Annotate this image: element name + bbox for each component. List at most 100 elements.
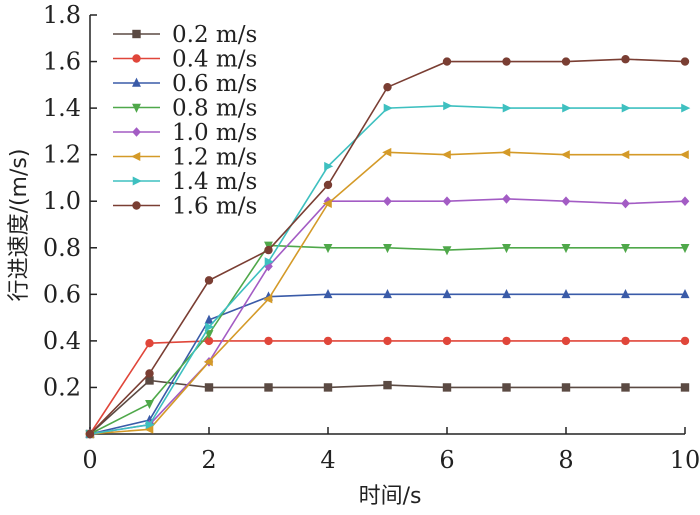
data-point: [680, 243, 690, 254]
legend-item: 0.2 m/s: [113, 22, 257, 48]
data-point: [323, 383, 333, 392]
series-7: [85, 55, 690, 439]
data-point: [85, 429, 95, 439]
y-tick-label: 1.8: [43, 1, 81, 29]
series-0: [85, 376, 690, 439]
y-tick-label: 1.6: [43, 48, 81, 76]
data-point: [621, 55, 630, 64]
y-tick-label: 1.4: [43, 94, 81, 122]
data-point: [203, 357, 213, 367]
data-point: [561, 289, 571, 299]
legend-item: 1.6 m/s: [113, 194, 257, 220]
data-point: [264, 336, 273, 346]
data-point: [323, 180, 333, 190]
data-point: [204, 276, 214, 285]
data-point: [323, 289, 333, 299]
series-line: [89, 293, 685, 435]
data-point: [442, 383, 452, 392]
legend-label: 0.4 m/s: [172, 47, 257, 73]
y-ticks: 0.2 0.4 0.6 0.8 1.0 1.2 1.4 1.6 1.8: [43, 1, 97, 401]
y-tick-label: 1.2: [43, 141, 81, 169]
data-point: [680, 57, 690, 66]
legend-swatch-marker: [132, 103, 141, 113]
data-point: [560, 150, 570, 160]
legend-label: 0.2 m/s: [172, 22, 257, 48]
legend-label: 0.6 m/s: [172, 71, 257, 97]
legend-item: 1.4 m/s: [113, 169, 257, 195]
data-point: [323, 336, 333, 346]
data-point: [621, 336, 630, 346]
data-point: [442, 336, 452, 346]
legend-swatch-marker: [132, 176, 142, 186]
data-point: [264, 257, 274, 267]
data-point: [680, 289, 690, 299]
legend-item: 0.8 m/s: [113, 96, 257, 122]
x-tick-label: 10: [670, 446, 700, 474]
data-point: [205, 322, 215, 332]
series-4: [85, 194, 690, 439]
x-tick-label: 4: [320, 446, 335, 474]
data-point: [204, 383, 214, 392]
data-point: [561, 196, 571, 207]
data-point: [620, 150, 630, 160]
legend-label: 1.6 m/s: [172, 194, 257, 220]
y-tick-label: 0.2: [43, 373, 81, 401]
y-tick-label: 1.0: [43, 187, 81, 215]
data-point: [382, 147, 392, 157]
data-point: [383, 336, 392, 346]
legend-swatch-marker: [132, 201, 141, 210]
x-ticks: 0 2 4 6 8 10: [82, 427, 700, 474]
series-5: [84, 147, 689, 439]
data-point: [442, 57, 452, 66]
series-2: [85, 289, 690, 438]
data-point: [383, 196, 392, 207]
legend-swatch-marker: [132, 29, 141, 39]
series-line: [89, 198, 686, 435]
y-tick-label: 0.6: [43, 280, 81, 308]
data-point: [145, 339, 154, 348]
legend-item: 1.2 m/s: [113, 145, 257, 171]
legend-label: 1.2 m/s: [172, 145, 257, 171]
data-point: [323, 243, 333, 254]
data-point: [621, 289, 630, 299]
data-point: [264, 245, 273, 255]
legend-label: 0.8 m/s: [172, 96, 257, 122]
data-point: [621, 383, 630, 392]
data-point: [502, 194, 511, 204]
legend: 0.2 m/s0.4 m/s0.6 m/s0.8 m/s1.0 m/s1.2 m…: [113, 22, 257, 220]
data-point: [502, 336, 511, 346]
data-point: [383, 82, 392, 92]
data-point: [561, 57, 571, 66]
data-point: [204, 330, 214, 340]
data-point: [442, 289, 452, 299]
legend-swatch-marker: [132, 77, 141, 87]
legend-label: 1.4 m/s: [172, 169, 257, 195]
data-point: [441, 150, 451, 160]
data-point: [263, 294, 273, 304]
data-point: [204, 314, 214, 324]
series-group: [84, 55, 691, 440]
data-point: [679, 150, 689, 160]
data-point: [383, 103, 393, 113]
data-point: [561, 336, 571, 346]
data-point: [680, 196, 690, 207]
legend-swatch-marker: [131, 152, 141, 161]
x-axis-title: 时间/s: [359, 484, 422, 509]
data-point: [145, 420, 155, 430]
data-point: [383, 380, 392, 390]
data-point: [322, 199, 332, 208]
legend-item: 1.0 m/s: [113, 120, 257, 146]
legend-item: 0.6 m/s: [113, 71, 257, 97]
plot-area: 0 2 4 6 8 10 0.2 0.4 0.6 0.8 1.0 1.2 1.4 1.6 1.8: [43, 1, 700, 474]
y-axis-title: 行进速度/(m/s): [7, 149, 32, 302]
data-point: [680, 336, 690, 346]
data-point: [264, 383, 273, 392]
data-point: [145, 369, 154, 378]
data-point: [442, 196, 452, 207]
y-tick-label: 0.8: [43, 234, 81, 262]
data-point: [502, 103, 512, 113]
x-tick-label: 0: [82, 446, 97, 474]
data-point: [561, 383, 571, 392]
data-point: [502, 289, 511, 299]
